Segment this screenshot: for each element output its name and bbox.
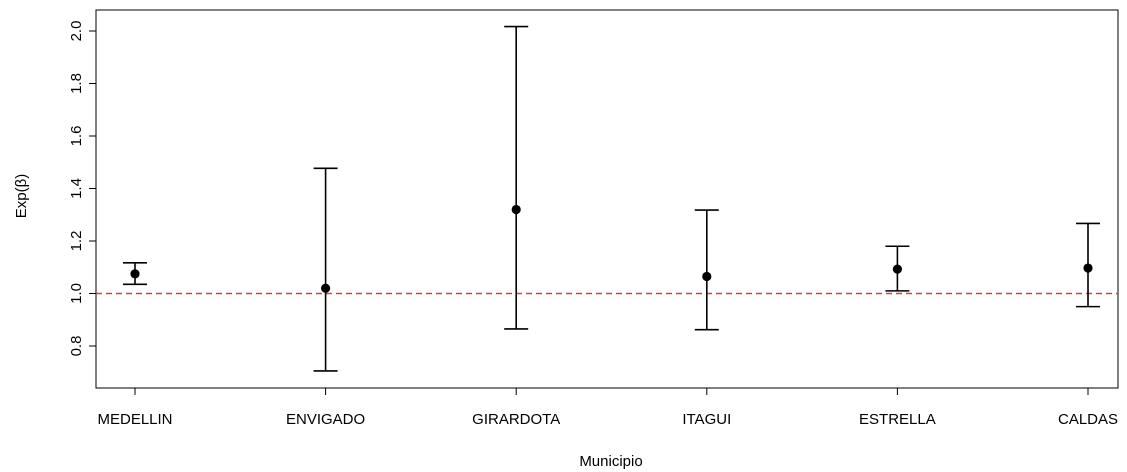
y-tick-label: 1.4 (68, 178, 85, 199)
error-bar-envigado (313, 167, 338, 372)
x-tick-label: CALDAS (1058, 411, 1118, 428)
x-axis-title: Municipio (579, 453, 642, 470)
x-axis: MEDELLIN ENVIGADO GIRARDOTA ITAGUI ESTRELLA C… (97, 388, 1118, 428)
y-tick-label: 1.0 (68, 283, 85, 304)
point-estimate (892, 264, 903, 274)
y-axis: 0.8 1.0 1.2 1.4 1.6 1.8 2.0 (68, 21, 96, 357)
error-bar-medellin (123, 261, 147, 286)
y-tick-label: 1.2 (68, 231, 85, 252)
x-tick-label: MEDELLIN (97, 411, 172, 428)
y-axis-title: Exp(β) (13, 174, 30, 218)
point-estimate (702, 271, 712, 282)
error-bars (123, 25, 1100, 372)
error-bar-girardota (504, 25, 529, 330)
x-tick-label: GIRARDOTA (472, 411, 560, 428)
y-tick-label: 1.8 (68, 73, 85, 94)
x-tick-label: ITAGUI (682, 411, 731, 428)
y-tick-label: 1.6 (68, 126, 85, 147)
y-tick-label: 0.8 (68, 336, 85, 357)
error-bar-itagui (694, 209, 719, 331)
x-tick-label: ESTRELLA (859, 411, 936, 428)
point-estimate (130, 269, 140, 279)
point-estimate (1083, 263, 1093, 273)
plot-frame (95, 9, 1119, 389)
error-bar-estrella (885, 245, 910, 292)
x-tick-label: ENVIGADO (286, 411, 365, 428)
error-bar-caldas (1076, 222, 1100, 308)
y-tick-label: 2.0 (68, 21, 85, 42)
point-estimate (321, 283, 331, 293)
point-estimate (511, 204, 521, 215)
